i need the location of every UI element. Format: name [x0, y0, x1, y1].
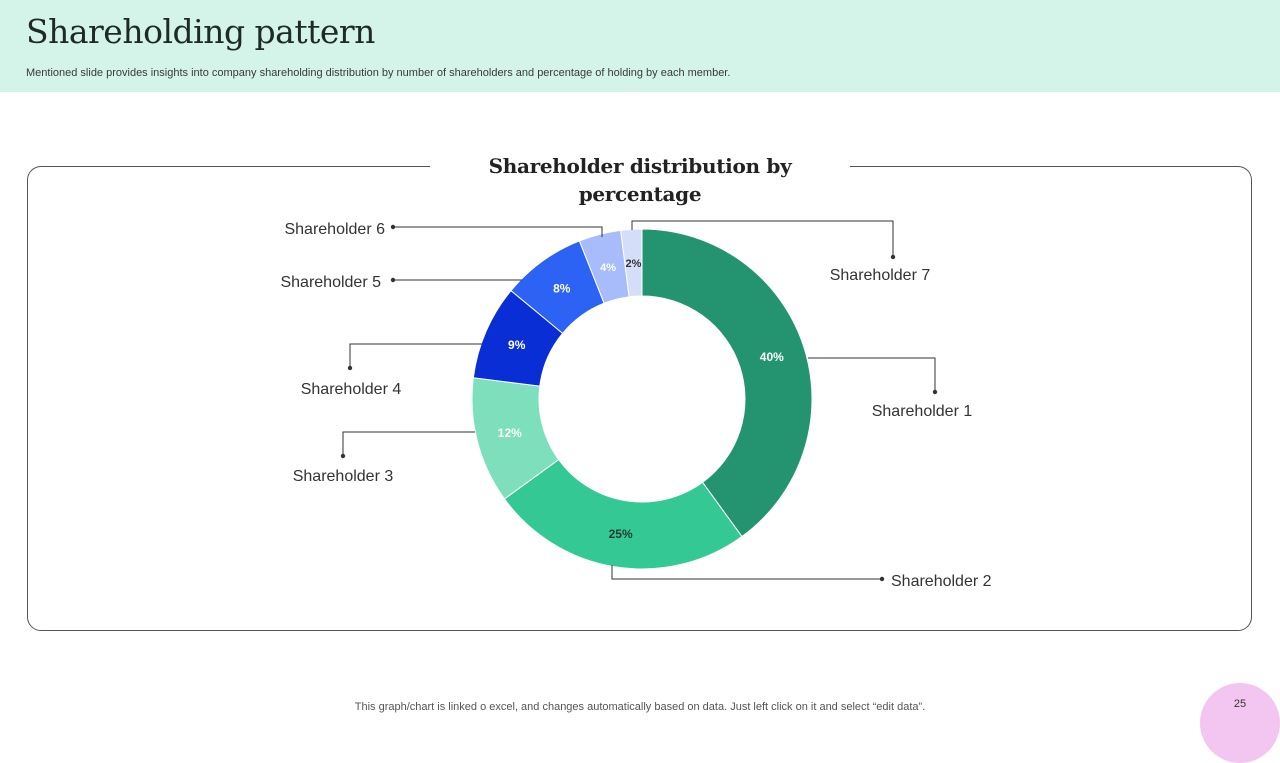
- category-label-2: Shareholder 2: [891, 573, 992, 590]
- category-label-6: Shareholder 6: [284, 221, 385, 238]
- category-label-4: Shareholder 4: [301, 381, 402, 398]
- leader-dot-6: [390, 224, 396, 230]
- leader-dot-5: [390, 277, 396, 283]
- leader-line-4: [349, 343, 482, 368]
- slice-2: [503, 458, 743, 570]
- category-label-7: Shareholder 7: [830, 267, 931, 284]
- page-number: 25: [1233, 698, 1247, 710]
- data-label-7: 2%: [625, 258, 641, 270]
- leader-dot-2: [879, 576, 885, 582]
- leader-line-3: [342, 431, 475, 456]
- leader-dot-1: [932, 389, 938, 395]
- leader-line-7: [631, 220, 894, 257]
- leader-line-2: [611, 565, 882, 580]
- page-title: Shareholding pattern: [26, 12, 375, 51]
- leader-line-6: [393, 226, 603, 237]
- leader-dot-7: [890, 254, 896, 260]
- data-label-5: 8%: [553, 282, 571, 296]
- data-label-1: 40%: [760, 350, 784, 364]
- leader-dot-3: [340, 453, 346, 459]
- donut-chart: 40% 25% 12% 9% 8% 4% 2% Shareholder 1 Shareholde…: [280, 220, 992, 590]
- category-label-5: Shareholder 5: [280, 274, 381, 291]
- page-subtitle: Mentioned slide provides insights into c…: [26, 67, 731, 79]
- category-label-1: Shareholder 1: [872, 403, 973, 420]
- footnote: This graph/chart is linked o excel, and …: [354, 701, 926, 713]
- header-band: [0, 0, 1280, 92]
- slice-7: [620, 228, 643, 298]
- category-label-3: Shareholder 3: [293, 468, 394, 485]
- chart-title: Shareholder distribution by percentage: [430, 152, 850, 208]
- leader-dot-4: [347, 365, 353, 371]
- page-number-badge: [1200, 683, 1280, 763]
- data-label-2: 25%: [609, 527, 633, 541]
- data-label-6: 4%: [600, 262, 616, 274]
- data-label-4: 9%: [508, 338, 526, 352]
- data-label-3: 12%: [498, 426, 522, 440]
- slice-1: [641, 228, 813, 538]
- leader-line-1: [808, 357, 936, 392]
